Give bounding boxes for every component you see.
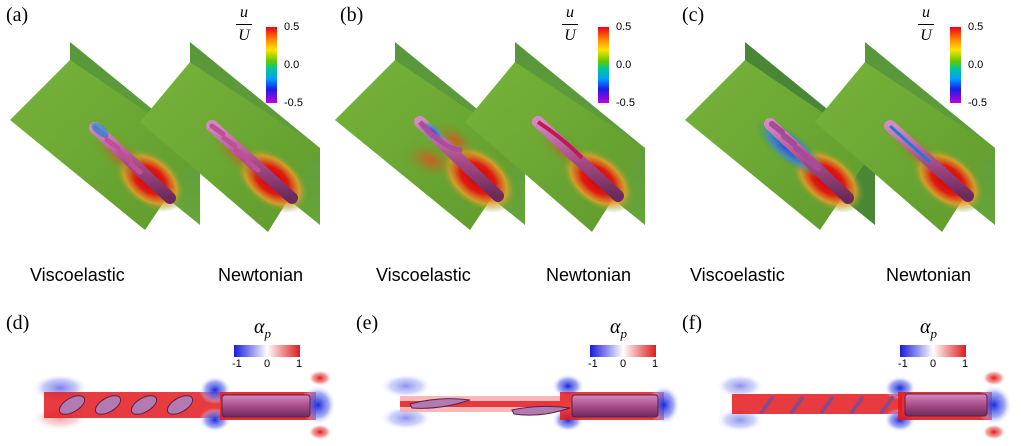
panel-b-graphic bbox=[335, 42, 645, 232]
panel-label-d: (d) bbox=[6, 312, 30, 334]
case-label-newtonian-a: Newtonian bbox=[218, 265, 304, 285]
case-label-newtonian-c: Newtonian bbox=[886, 265, 972, 285]
colorbar-alpha-title-f: αp bbox=[920, 316, 937, 341]
colorbar-alpha-tick-zero-d: 0 bbox=[264, 358, 271, 370]
viscoelastic-field-b bbox=[335, 42, 525, 230]
colorbar-alpha-tick-pos-f: 1 bbox=[962, 358, 969, 370]
panel-e-graphic bbox=[380, 374, 680, 432]
colorbar-tick-max-b: 0.5 bbox=[616, 21, 632, 33]
panel-f-graphic bbox=[716, 370, 1012, 440]
colorbar-alpha-tick-pos-e: 1 bbox=[652, 358, 659, 370]
colorbar-alpha-title-e: αp bbox=[610, 316, 627, 341]
panel-label-e: (e) bbox=[356, 312, 379, 334]
case-label-viscoelastic-c: Viscoelastic bbox=[690, 265, 785, 285]
colorbar-alpha-tick-neg-d: -1 bbox=[232, 358, 242, 370]
colorbar-tick-max-a: 0.5 bbox=[284, 21, 300, 33]
panel-label-c: (c) bbox=[682, 4, 705, 26]
colorbar-tick-mid-b: 0.0 bbox=[616, 59, 632, 71]
newtonian-field-a bbox=[140, 42, 320, 232]
panel-label-a: (a) bbox=[6, 4, 29, 26]
case-label-newtonian-b: Newtonian bbox=[546, 265, 632, 285]
newtonian-field-b bbox=[465, 42, 645, 232]
colorbar-tick-mid-c: 0.0 bbox=[968, 59, 984, 71]
colorbar-alpha-tick-pos-d: 1 bbox=[296, 358, 303, 370]
case-label-viscoelastic-b: Viscoelastic bbox=[376, 265, 471, 285]
panel-d-graphic bbox=[32, 370, 336, 440]
colorbar-alpha-tick-neg-f: -1 bbox=[898, 358, 908, 370]
panel-c-graphic bbox=[685, 42, 995, 232]
case-label-viscoelastic-a: Viscoelastic bbox=[30, 265, 125, 285]
colorbar-u-a bbox=[266, 27, 277, 103]
colorbar-tick-min-a: -0.5 bbox=[284, 97, 303, 109]
colorbar-u-b bbox=[598, 27, 609, 103]
colorbar-alpha-tick-zero-f: 0 bbox=[930, 358, 937, 370]
colorbar-tick-min-c: -0.5 bbox=[968, 97, 987, 109]
viscoelastic-field-c bbox=[685, 42, 875, 230]
colorbar-alpha-tick-neg-e: -1 bbox=[588, 358, 598, 370]
colorbar-tick-mid-a: 0.0 bbox=[284, 59, 300, 71]
newtonian-field-c bbox=[815, 42, 995, 232]
colorbar-tick-max-c: 0.5 bbox=[968, 21, 984, 33]
viscoelastic-field-a bbox=[10, 42, 200, 230]
colorbar-alpha-d bbox=[234, 345, 300, 357]
colorbar-alpha-title-d: αp bbox=[254, 316, 271, 341]
panel-label-b: (b) bbox=[340, 4, 364, 26]
colorbar-alpha-e bbox=[590, 345, 656, 357]
colorbar-alpha-f bbox=[900, 345, 966, 357]
colorbar-u-c bbox=[950, 27, 961, 103]
panel-label-f: (f) bbox=[682, 312, 702, 334]
panel-a-graphic bbox=[10, 42, 320, 232]
colorbar-alpha-tick-zero-e: 0 bbox=[620, 358, 627, 370]
colorbar-tick-min-b: -0.5 bbox=[616, 97, 635, 109]
